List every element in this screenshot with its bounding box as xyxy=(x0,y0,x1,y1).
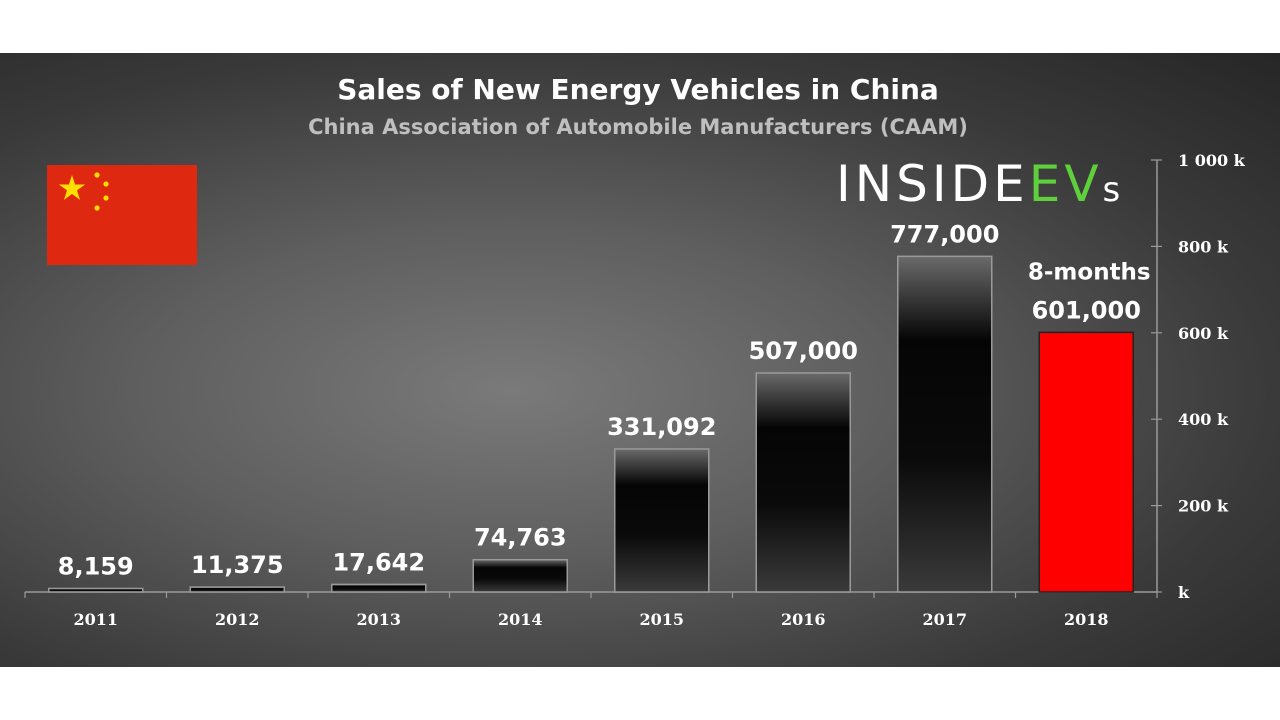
logo-part1: INSIDE xyxy=(836,155,1029,213)
y-tick-label: 600 k xyxy=(1178,324,1229,343)
category-label-2012: 2012 xyxy=(215,610,260,629)
china-flag-icon xyxy=(47,165,197,265)
bar-2012 xyxy=(189,586,285,593)
highlight-note: 8-months xyxy=(1028,259,1151,285)
y-tick-label: 1 000 k xyxy=(1178,151,1246,170)
bars xyxy=(48,255,1134,593)
value-label-2014: 74,763 xyxy=(474,524,567,552)
y-tick-label: k xyxy=(1178,583,1190,602)
chart-subtitle: China Association of Automobile Manufact… xyxy=(308,115,968,139)
category-label-2018: 2018 xyxy=(1064,610,1109,629)
logo-part2: EV xyxy=(1029,155,1103,213)
value-label-2011: 8,159 xyxy=(58,552,134,580)
category-label-2017: 2017 xyxy=(922,610,967,629)
y-tick-label: 200 k xyxy=(1178,497,1229,516)
bar-2018 xyxy=(1038,331,1134,593)
bar-2011 xyxy=(48,587,144,593)
insideevs-logo: INSIDEEVs xyxy=(836,155,1120,213)
y-tick-label: 400 k xyxy=(1178,410,1229,429)
value-label-2012: 11,375 xyxy=(191,551,284,579)
chart-svg: Sales of New Energy Vehicles in China Ch… xyxy=(24,73,1246,629)
category-label-2015: 2015 xyxy=(639,610,684,629)
category-label-2014: 2014 xyxy=(498,610,543,629)
logo-part3: s xyxy=(1103,170,1121,210)
bar-2014 xyxy=(472,558,568,593)
value-label-2015: 331,092 xyxy=(607,413,716,441)
category-label-2013: 2013 xyxy=(356,610,401,629)
chart-panel: Sales of New Energy Vehicles in China Ch… xyxy=(0,53,1280,667)
bar-2016 xyxy=(755,372,851,593)
bar-2015 xyxy=(614,448,710,593)
bar-2017 xyxy=(897,255,993,593)
svg-text:INSIDEEVs: INSIDEEVs xyxy=(836,155,1120,213)
value-label-2018: 601,000 xyxy=(1032,296,1141,324)
category-label-2011: 2011 xyxy=(73,610,118,629)
y-tick-label: 800 k xyxy=(1178,237,1229,256)
category-label-2016: 2016 xyxy=(781,610,826,629)
value-label-2017: 777,000 xyxy=(890,220,999,248)
chart-title: Sales of New Energy Vehicles in China xyxy=(337,73,939,106)
bar-2013 xyxy=(331,583,427,593)
value-label-2016: 507,000 xyxy=(749,337,858,365)
value-label-2013: 17,642 xyxy=(332,548,425,576)
labels: k 200 k 400 k 600 k 800 k 1 000 k 8,159 2011 11,… xyxy=(58,151,1246,629)
